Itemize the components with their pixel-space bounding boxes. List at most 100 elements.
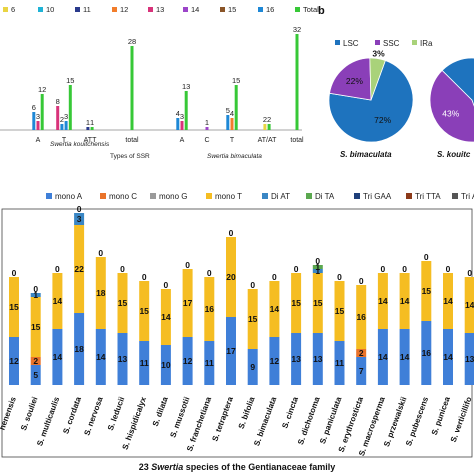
pie1-slice-label-lsc: 72%	[374, 115, 391, 125]
species-segment-mono-a	[204, 341, 215, 385]
species-segment-mono-a	[312, 333, 323, 385]
ssr-legend-label-10: 10	[46, 5, 54, 14]
species-segment-mono-a	[182, 337, 193, 385]
species-segment-label: 14	[400, 296, 410, 306]
ssr-legend-label-13: 13	[156, 5, 164, 14]
ssr-legend-swatch-16	[258, 7, 263, 12]
species-segment-mono-a	[117, 333, 128, 385]
ssr-bar-value-label: 15	[232, 76, 240, 85]
species-segment-label: 18	[96, 288, 106, 298]
species-segment-mono-a	[421, 321, 432, 385]
species-segment-label: 13	[291, 354, 301, 364]
species-bar-s-chinensis: 12 15 0	[9, 268, 19, 385]
species-segment-mono-t	[117, 273, 128, 333]
species-segment-label: 1	[315, 266, 320, 276]
species-segment-label: 1	[33, 290, 38, 300]
pie2-slice-ssc	[429, 69, 474, 143]
species-legend-swatch-mono-a	[46, 193, 52, 199]
ssr-category-swertia-bimaculata-c: C	[204, 137, 209, 144]
species-segment-mono-t	[95, 257, 106, 329]
species-top-label: 0	[402, 264, 407, 274]
ssr-bar-value-label: 1	[86, 118, 90, 127]
species-segment-label: 12	[9, 356, 19, 366]
species-segment-label: 14	[161, 312, 171, 322]
ssr-bar-swertia-kouitchensis-a-1	[36, 121, 40, 130]
species-top-label: 0	[98, 248, 103, 258]
ssr-x-axis-title: Types of SSR	[110, 153, 150, 160]
ssr-bar-swertia-bimaculata-t-1	[230, 118, 234, 130]
pie1-slice-ssc	[329, 57, 372, 101]
species-legend-label-di-ta: Di TA	[315, 192, 335, 201]
species-legend-swatch-mono-t	[206, 193, 212, 199]
ssr-bar-swertia-kouitchensis-total-0	[130, 46, 134, 130]
ssr-bar-value-label: 3	[36, 112, 40, 121]
ssr-category-swertia-kouitchensis-total: total	[125, 137, 139, 144]
ssr-bar-swertia-bimaculata-at-at-0	[263, 124, 267, 130]
ssr-legend-swatch-10	[38, 7, 43, 12]
species-segment-label: 15	[291, 298, 301, 308]
species-legend-swatch-tri-att	[452, 193, 458, 199]
species-legend-swatch-mono-g	[150, 193, 156, 199]
species-segment-mono-a	[74, 313, 85, 385]
species-bar-s-leducii: 13 15 0	[117, 264, 128, 385]
species-legend: mono A mono C mono G mono T Di AT Di TA Tri GA…	[46, 192, 474, 201]
species-segment-label: 14	[443, 296, 453, 306]
ssr-category-swertia-bimaculata-t: T	[230, 137, 235, 144]
species-segment-label: 14	[96, 352, 106, 362]
ssr-bar-swertia-bimaculata-a-1	[180, 121, 184, 130]
ssr-bar-value-label: 4	[230, 109, 234, 118]
pie-legend-label-ira: IRa	[420, 39, 433, 48]
ssr-bar-swertia-kouitchensis-t-0	[56, 106, 60, 130]
species-segment-mono-t	[312, 273, 323, 333]
species-top-label: 0	[229, 228, 234, 238]
species-segment-mono-a	[464, 333, 474, 385]
pie-panel: b LSC SSC IRa 72% 22% 3% 43% S. bimaculata S…	[318, 5, 474, 159]
species-top-label: 0	[164, 280, 169, 290]
species-top-label: 0	[142, 272, 147, 282]
species-bar-s-cordata: 18 22 30	[74, 204, 85, 385]
species-segment-mono-a	[443, 329, 453, 385]
ssr-legend: 6 10 11 12 13 14 15 16 Total	[3, 5, 319, 14]
species-segment-mono-t	[160, 289, 171, 345]
pie-legend-swatch-lsc	[335, 40, 340, 45]
pie-legend-label-lsc: LSC	[343, 39, 359, 48]
species-segment-mono-a	[30, 365, 41, 385]
species-bar-s-bifolia: 9 15 0	[247, 280, 258, 385]
pie-legend-label-ssc: SSC	[383, 39, 400, 48]
species-segment-mono-a	[139, 341, 150, 385]
species-bar-s-hispidicalyx: 11 15 0	[139, 272, 150, 385]
species-legend-swatch-di-at	[262, 193, 268, 199]
ssr-bar-swertia-bimaculata-a-0	[176, 118, 180, 130]
species-bar-s-franchetiana: 11 16 0	[204, 268, 215, 385]
ssr-bar-swertia-bimaculata-total-0	[295, 34, 299, 130]
species-segment-label: 3	[77, 214, 82, 224]
species-segment-label: 12	[183, 356, 193, 366]
ssr-bar-swertia-bimaculata-at-at-1	[267, 124, 271, 130]
pie-legend-swatch-ssc	[375, 40, 380, 45]
species-segment-label: 10	[161, 360, 171, 370]
species-top-label: 0	[359, 276, 364, 286]
species-segment-mono-t	[9, 277, 19, 337]
species-bar-s-pubescens: 16 15 0	[421, 252, 432, 385]
ssr-bar-swertia-bimaculata-c-0	[205, 127, 209, 130]
ssr-category-swertia-bimaculata-a: A	[180, 137, 185, 144]
species-x-axis-title: 23 Swertia species of the Gentianaceae f…	[139, 462, 336, 472]
ssr-bar-swertia-kouitchensis-att-1	[90, 127, 94, 130]
species-top-label: 0	[446, 264, 451, 274]
species-segment-label: 15	[313, 298, 323, 308]
species-segment-mono-t	[269, 281, 280, 337]
species-x-axis-title-part: species of the Gentianaceae family	[183, 462, 335, 472]
species-legend-label-mono-c: mono C	[109, 192, 137, 201]
species-segment-mono-t	[139, 281, 150, 341]
species-top-label: 0	[337, 272, 342, 282]
species-top-label: 0	[294, 264, 299, 274]
species-top-label: 0	[33, 284, 38, 294]
species-segment-label: 11	[335, 358, 344, 368]
ssr-bar-swertia-kouitchensis-a-2	[40, 94, 44, 130]
species-legend-label-di-at: Di AT	[271, 192, 290, 201]
species-segment-mono-a	[334, 341, 345, 385]
pie2-slice-label-ssc: 43%	[442, 109, 459, 119]
species-bar-s-bimaculata: 12 14 0	[269, 272, 280, 385]
ssr-legend-swatch-total	[295, 7, 300, 12]
